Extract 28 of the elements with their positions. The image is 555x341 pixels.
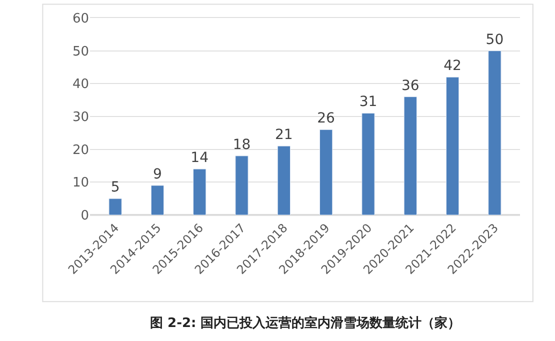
data-label: 50 bbox=[486, 32, 504, 48]
bar bbox=[488, 50, 502, 215]
y-tick-label: 30 bbox=[72, 110, 89, 126]
bar bbox=[235, 156, 248, 215]
data-label: 18 bbox=[232, 136, 251, 153]
data-label: 31 bbox=[359, 94, 378, 110]
y-tick-label: 40 bbox=[72, 77, 89, 92]
y-tick-label: 60 bbox=[72, 12, 89, 27]
bar bbox=[277, 146, 290, 215]
bar bbox=[320, 129, 333, 215]
y-tick-label: 20 bbox=[72, 142, 89, 158]
bar bbox=[108, 198, 122, 215]
bar bbox=[446, 76, 460, 215]
data-label: 5 bbox=[110, 180, 120, 196]
text: 图 2-2: 国内已投入运营的室内滑雪场数量统计（家） bbox=[150, 315, 461, 331]
data-label: 14 bbox=[190, 150, 209, 166]
data-label: 21 bbox=[275, 127, 293, 144]
y-tick-label: 10 bbox=[72, 176, 89, 191]
bar bbox=[362, 112, 375, 215]
data-label: 42 bbox=[444, 58, 462, 74]
data-label: 26 bbox=[317, 110, 336, 127]
data-label: 9 bbox=[152, 166, 162, 182]
bar bbox=[404, 96, 417, 215]
bar bbox=[150, 185, 164, 215]
y-tick-label: 50 bbox=[72, 44, 89, 60]
y-tick-label: 0 bbox=[80, 208, 89, 224]
data-label: 36 bbox=[401, 78, 420, 94]
bar bbox=[193, 168, 206, 215]
